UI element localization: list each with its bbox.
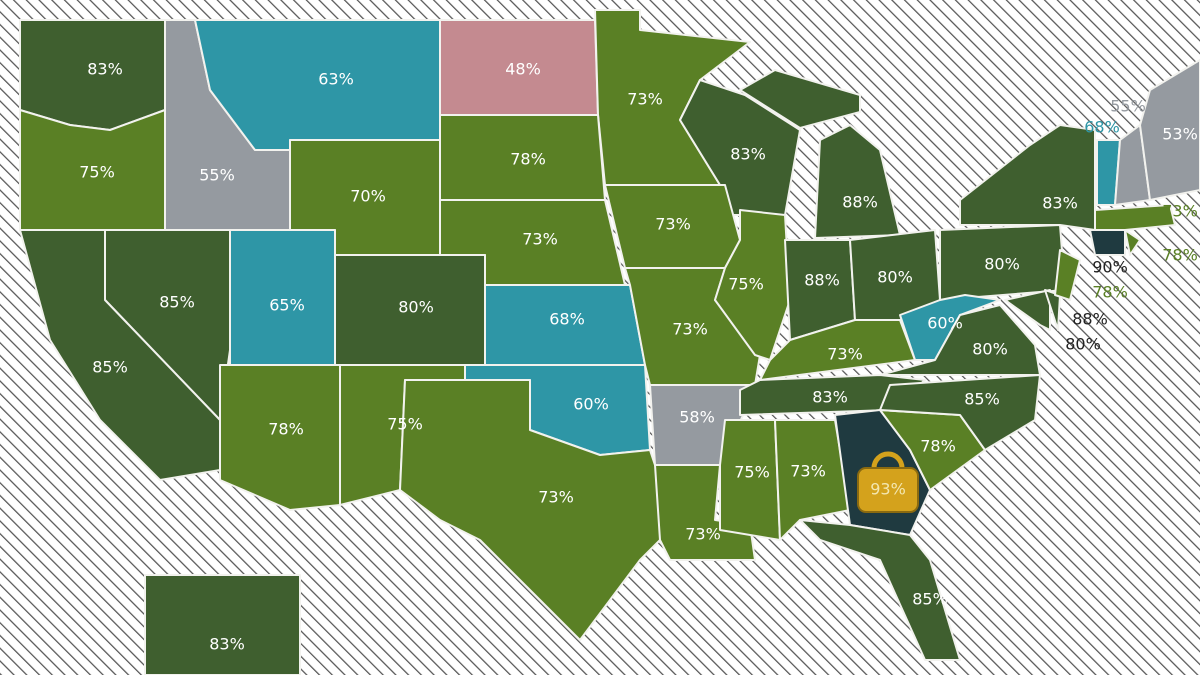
state-value-label: 73%: [655, 215, 691, 234]
lock-badge: [857, 467, 919, 513]
state-value-label: 55%: [199, 166, 235, 185]
state: [1124, 229, 1141, 256]
state: [1054, 249, 1081, 301]
state-value-label: 85%: [159, 293, 195, 312]
state-value-label: 60%: [927, 314, 963, 333]
state-value-label: 83%: [209, 635, 245, 654]
state-value-label: 83%: [812, 388, 848, 407]
state-value-label: 73%: [538, 488, 574, 507]
state-value-label: 63%: [318, 70, 354, 89]
state-value-label: 73%: [1162, 202, 1198, 221]
state-value-label: 78%: [510, 150, 546, 169]
state-value-label: 78%: [1162, 246, 1198, 265]
state-value-label: 73%: [672, 320, 708, 339]
state-value-label: 73%: [790, 462, 826, 481]
state-value-label: 73%: [627, 90, 663, 109]
state-value-label: 73%: [522, 230, 558, 249]
state: [399, 379, 671, 641]
state-value-label: 80%: [972, 340, 1008, 359]
lock-shackle: [871, 451, 905, 469]
state-value-label: 83%: [1042, 194, 1078, 213]
state: [814, 124, 901, 239]
state-value-label: 75%: [79, 163, 115, 182]
state: [1139, 59, 1200, 201]
state: [879, 374, 1041, 451]
state-value-label: 58%: [679, 408, 715, 427]
state-value-label: 80%: [984, 255, 1020, 274]
state-value-label: 90%: [1092, 258, 1128, 277]
state: [219, 364, 341, 511]
state-value-label: 80%: [398, 298, 434, 317]
state-value-label: 78%: [920, 437, 956, 456]
state: [144, 574, 301, 676]
state: [899, 294, 1001, 361]
state: [1089, 229, 1126, 256]
state-value-label: 80%: [1065, 335, 1101, 354]
state-value-label: 53%: [1162, 125, 1198, 144]
state: [1004, 289, 1051, 331]
state-value-label: 88%: [842, 193, 878, 212]
state: [1094, 204, 1176, 231]
state-value-label: 73%: [685, 525, 721, 544]
state-value-label: 78%: [1092, 283, 1128, 302]
state: [739, 69, 861, 129]
state-value-label: 88%: [804, 271, 840, 290]
state-value-label: 65%: [269, 296, 305, 315]
state-value-label: 93%: [870, 480, 906, 499]
states: 83% 75% 55% 63% 48% 73% 83% 88% 78% 70% 73% 73% 85% 8…: [19, 9, 1200, 676]
state-value-label: 80%: [877, 268, 913, 287]
state: [774, 419, 851, 541]
state-value-label: 60%: [573, 395, 609, 414]
state-value-label: 48%: [505, 60, 541, 79]
state-value-label: 85%: [912, 590, 948, 609]
state: [1044, 289, 1061, 331]
state-value-label: 75%: [387, 415, 423, 434]
state-value-label: 75%: [728, 275, 764, 294]
state-value-label: 68%: [1084, 118, 1120, 137]
state-value-label: 68%: [549, 310, 585, 329]
state-value-label: 55%: [1110, 97, 1146, 116]
state: [739, 374, 926, 416]
state-value-label: 75%: [734, 463, 770, 482]
state-value-label: 88%: [1072, 310, 1108, 329]
state-value-label: 73%: [827, 345, 863, 364]
state: [959, 124, 1096, 231]
state-value-label: 83%: [87, 60, 123, 79]
state-value-label: 70%: [350, 187, 386, 206]
state-value-label: 78%: [268, 420, 304, 439]
state: [799, 519, 961, 661]
state-value-label: 85%: [92, 358, 128, 377]
state-value-label: 83%: [730, 145, 766, 164]
state-value-label: 85%: [964, 390, 1000, 409]
